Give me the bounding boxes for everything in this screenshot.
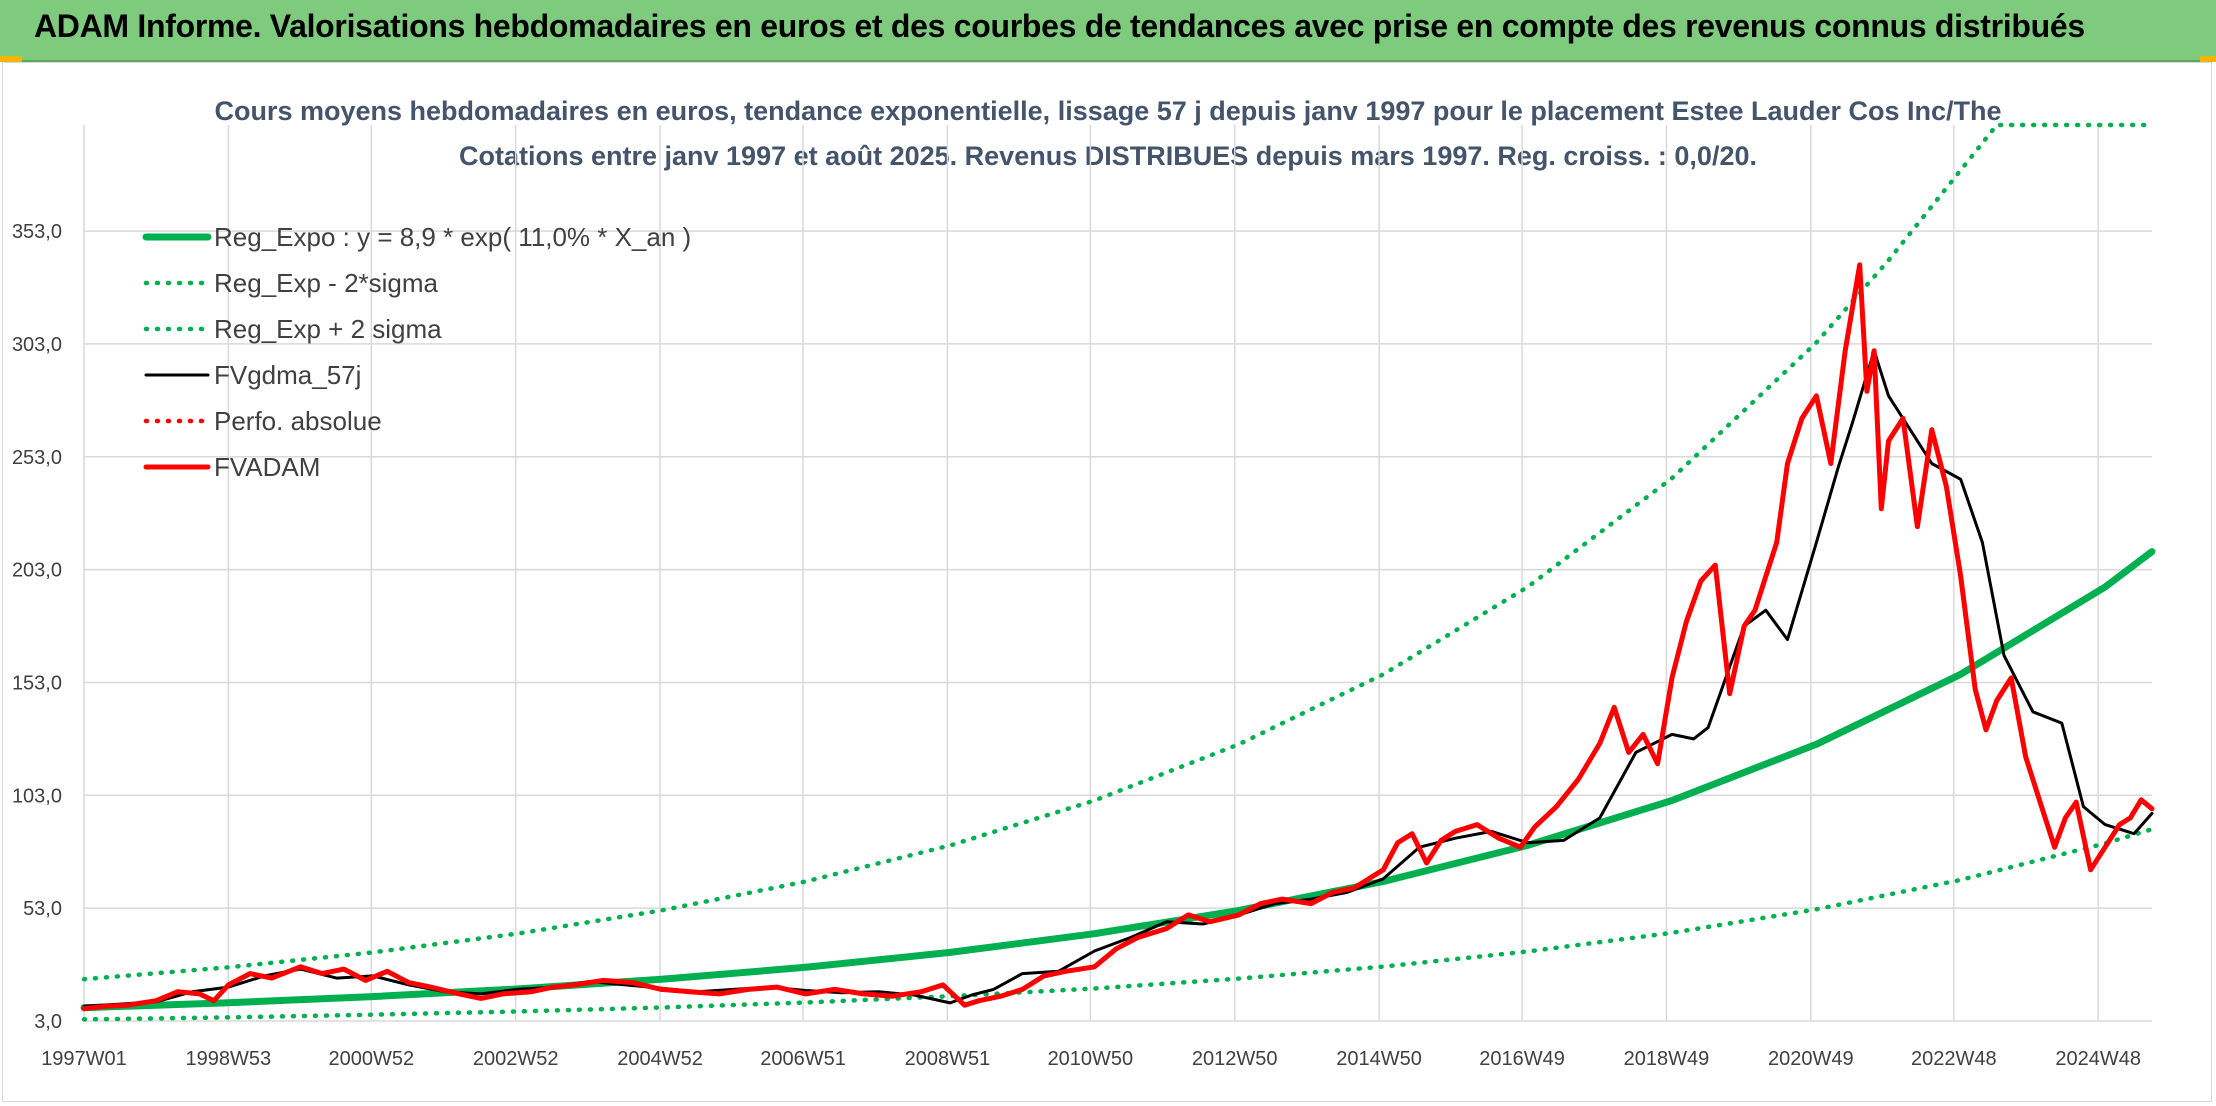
report-banner: ADAM Informe. Valorisations hebdomadaire… [0,0,2216,62]
x-tick-label: 2020W49 [1768,1048,1854,1070]
x-tick-label: 2000W52 [329,1048,415,1070]
series-lines [80,122,2156,1022]
y-tick-label: 203,0 [12,560,62,582]
x-tick-label: 1998W53 [186,1048,272,1070]
y-tick-label: 353,0 [12,221,62,243]
gridlines [83,125,2152,1022]
chart-title: Cours moyens hebdomadaires en euros, ten… [214,96,2001,126]
corner-accent-left [0,56,22,62]
report-title: ADAM Informe. Valorisations hebdomadaire… [34,8,2085,44]
axis-labels: 3,0 53,0 103,0 153,0 203,0 253,0 303,0 353,0 199… [12,221,2141,1070]
x-tick-label: 2012W50 [1192,1048,1278,1070]
chart-subtitle: Cotations entre janv 1997 et août 2025. … [459,141,1757,171]
y-tick-label: 153,0 [12,672,62,694]
x-tick-label: 2002W52 [473,1048,559,1070]
x-tick-label: 2004W52 [617,1048,703,1070]
series-line-5 [81,262,2155,1012]
x-tick-label: 2016W49 [1479,1048,1565,1070]
x-tick-label: 2022W48 [1911,1048,1997,1070]
x-tick-label: 2010W50 [1048,1048,1134,1070]
y-tick-label: 3,0 [34,1011,62,1033]
y-tick-label: 103,0 [12,785,62,807]
corner-accent-right [2200,56,2216,62]
chart-frame [2,62,2212,1102]
y-tick-label: 253,0 [12,447,62,469]
y-tick-label: 303,0 [12,334,62,356]
series-line-2 [81,122,2155,982]
legend-label-0: Reg_Expo : y = 8,9 * exp( 11,0% * X_an ) [214,222,691,252]
legend: Reg_Expo : y = 8,9 * exp( 11,0% * X_an )… [142,222,691,482]
legend-label-4: Perfo. absolue [214,406,382,436]
x-tick-label: 2006W51 [760,1048,846,1070]
legend-label-3: FVgdma_57j [214,360,361,390]
legend-label-2: Reg_Exp + 2 sigma [214,314,442,344]
x-tick-label: 2014W50 [1336,1048,1422,1070]
series-line-1 [81,826,2155,1022]
series-line-3 [82,349,2154,1008]
x-tick-label: 2018W49 [1624,1048,1710,1070]
x-tick-label: 2024W48 [2055,1048,2141,1070]
x-tick-label: 1997W01 [41,1048,127,1070]
x-tick-label: 2008W51 [905,1048,991,1070]
y-tick-label: 53,0 [23,898,62,920]
legend-label-1: Reg_Exp - 2*sigma [214,268,439,298]
legend-label-5: FVADAM [214,452,320,482]
series-line-0 [80,548,2156,1012]
